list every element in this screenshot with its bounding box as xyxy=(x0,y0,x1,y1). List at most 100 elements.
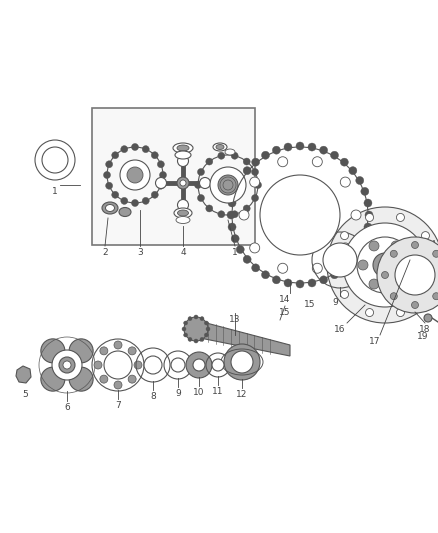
Text: 17: 17 xyxy=(369,337,381,346)
Circle shape xyxy=(114,381,122,389)
Circle shape xyxy=(59,357,75,373)
Circle shape xyxy=(182,327,186,331)
Text: 10: 10 xyxy=(193,388,205,397)
Circle shape xyxy=(121,197,128,204)
Circle shape xyxy=(63,361,71,369)
Circle shape xyxy=(194,182,201,189)
Circle shape xyxy=(155,177,166,189)
Ellipse shape xyxy=(174,208,192,218)
Circle shape xyxy=(94,361,102,369)
Circle shape xyxy=(390,293,397,300)
Circle shape xyxy=(340,243,350,253)
Circle shape xyxy=(358,260,368,270)
Ellipse shape xyxy=(213,143,227,151)
Circle shape xyxy=(231,235,239,243)
Circle shape xyxy=(128,347,136,355)
Circle shape xyxy=(200,337,204,342)
Circle shape xyxy=(239,210,249,220)
Circle shape xyxy=(331,151,339,159)
Circle shape xyxy=(228,199,236,207)
Text: 6: 6 xyxy=(64,403,70,412)
Circle shape xyxy=(100,375,108,383)
Circle shape xyxy=(252,264,260,272)
Circle shape xyxy=(193,359,205,371)
Circle shape xyxy=(364,223,372,231)
Text: 8: 8 xyxy=(150,392,156,401)
Circle shape xyxy=(261,151,269,159)
Circle shape xyxy=(340,177,350,187)
Circle shape xyxy=(243,158,250,165)
Circle shape xyxy=(184,321,187,325)
Text: 14: 14 xyxy=(279,295,291,304)
Circle shape xyxy=(198,195,205,201)
Circle shape xyxy=(356,176,364,184)
Circle shape xyxy=(296,280,304,288)
Circle shape xyxy=(308,279,316,287)
Circle shape xyxy=(349,167,357,175)
Circle shape xyxy=(278,157,288,167)
Text: 12: 12 xyxy=(237,390,247,399)
Circle shape xyxy=(296,142,304,150)
Circle shape xyxy=(236,246,244,254)
Circle shape xyxy=(131,143,138,150)
Circle shape xyxy=(250,243,260,253)
Circle shape xyxy=(194,339,198,343)
Ellipse shape xyxy=(177,210,188,216)
Circle shape xyxy=(361,235,369,243)
Circle shape xyxy=(106,161,113,168)
Text: 9: 9 xyxy=(175,389,181,398)
Circle shape xyxy=(231,152,238,159)
Circle shape xyxy=(351,210,361,220)
Circle shape xyxy=(369,241,379,251)
Circle shape xyxy=(284,279,292,287)
Circle shape xyxy=(278,263,288,273)
Circle shape xyxy=(157,182,164,189)
Circle shape xyxy=(366,213,374,221)
Circle shape xyxy=(177,156,188,166)
Circle shape xyxy=(331,271,339,279)
Circle shape xyxy=(184,317,208,341)
Circle shape xyxy=(128,375,136,383)
Circle shape xyxy=(395,255,435,295)
Circle shape xyxy=(112,191,119,198)
Circle shape xyxy=(391,279,401,289)
Circle shape xyxy=(411,241,418,248)
Circle shape xyxy=(261,271,269,279)
Circle shape xyxy=(127,167,143,183)
Ellipse shape xyxy=(176,216,190,223)
Text: 13: 13 xyxy=(229,315,241,324)
Circle shape xyxy=(41,367,65,391)
Text: 5: 5 xyxy=(22,390,28,399)
Circle shape xyxy=(200,317,204,321)
Circle shape xyxy=(180,180,186,186)
Circle shape xyxy=(308,143,316,151)
Circle shape xyxy=(424,314,432,322)
Circle shape xyxy=(272,276,280,284)
Circle shape xyxy=(396,309,404,317)
Circle shape xyxy=(340,158,348,166)
Circle shape xyxy=(396,213,404,221)
Text: 4: 4 xyxy=(180,248,186,257)
Text: 1: 1 xyxy=(52,187,58,196)
Circle shape xyxy=(272,146,280,154)
Circle shape xyxy=(151,191,158,198)
Circle shape xyxy=(177,177,189,189)
Text: 19: 19 xyxy=(417,332,429,341)
Circle shape xyxy=(340,264,348,272)
Circle shape xyxy=(224,344,260,380)
Circle shape xyxy=(365,211,373,219)
Circle shape xyxy=(390,251,397,257)
Circle shape xyxy=(42,147,68,173)
Text: 11: 11 xyxy=(212,387,224,396)
Circle shape xyxy=(205,333,208,337)
Circle shape xyxy=(411,302,418,309)
Circle shape xyxy=(252,158,260,166)
Circle shape xyxy=(323,243,357,277)
Circle shape xyxy=(52,350,82,380)
Circle shape xyxy=(227,211,235,219)
Circle shape xyxy=(331,261,339,269)
Circle shape xyxy=(251,168,258,175)
Circle shape xyxy=(159,172,166,179)
Circle shape xyxy=(206,158,213,165)
Circle shape xyxy=(433,251,438,257)
